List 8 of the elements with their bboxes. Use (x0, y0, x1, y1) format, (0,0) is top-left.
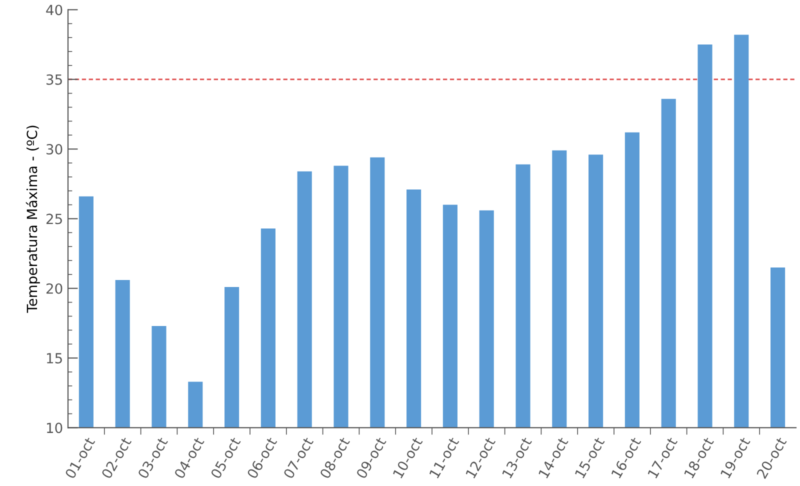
y-axis-title: Temperatura Máxima - (ºC) (26, 126, 40, 313)
y-tick-label: 35 (46, 74, 62, 85)
y-tick-label: 30 (46, 144, 62, 155)
y-tick-label: 15 (46, 353, 62, 364)
y-tick-label: 40 (46, 4, 62, 16)
y-tick-label: 25 (46, 214, 62, 224)
y-tick-label: 10 (46, 422, 62, 434)
y-tick-label: 20 (46, 283, 62, 294)
